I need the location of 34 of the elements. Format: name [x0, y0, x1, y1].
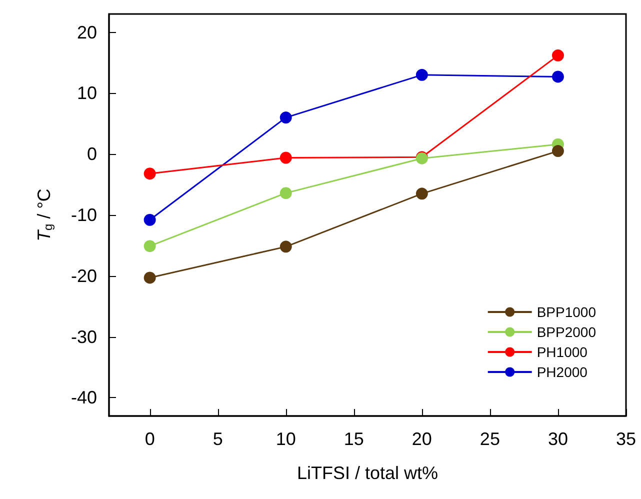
x-tick-label: 20	[412, 429, 432, 449]
point	[144, 168, 156, 180]
x-tick-label: 35	[616, 429, 636, 449]
point	[552, 70, 564, 83]
y-tick-label: -30	[70, 326, 97, 347]
x-tick-label: 5	[212, 429, 223, 449]
legend-label: BPP2000	[536, 324, 596, 340]
point	[144, 214, 156, 226]
x-tick-label: 25	[480, 429, 500, 449]
y-axis-title: Tg / °C	[34, 188, 55, 242]
x-axis-title: LiTFSI / total wt%	[296, 463, 438, 483]
legend-label: PH1000	[536, 344, 588, 360]
x-tick-label: 30	[548, 429, 568, 449]
point	[416, 188, 428, 200]
y-tick-label: 10	[76, 83, 97, 104]
y-tick-label: 0	[86, 144, 97, 164]
y-tick-label: -10	[70, 205, 97, 225]
point	[552, 145, 564, 158]
point	[280, 187, 292, 200]
legend-label: BPP1000	[536, 304, 596, 320]
point	[144, 240, 156, 252]
legend-label: PH2000	[536, 364, 588, 380]
point	[416, 68, 428, 81]
y-tick-label: -20	[70, 266, 97, 286]
x-tick-label: 10	[276, 429, 296, 449]
x-tick-label: 15	[344, 429, 364, 449]
point	[552, 49, 564, 62]
y-tick-label: 20	[76, 22, 97, 42]
point	[280, 240, 292, 253]
point	[144, 272, 156, 284]
point	[280, 112, 292, 124]
point	[280, 152, 292, 164]
y-tick-label: -40	[70, 388, 97, 408]
x-tick-label: 0	[144, 429, 155, 449]
